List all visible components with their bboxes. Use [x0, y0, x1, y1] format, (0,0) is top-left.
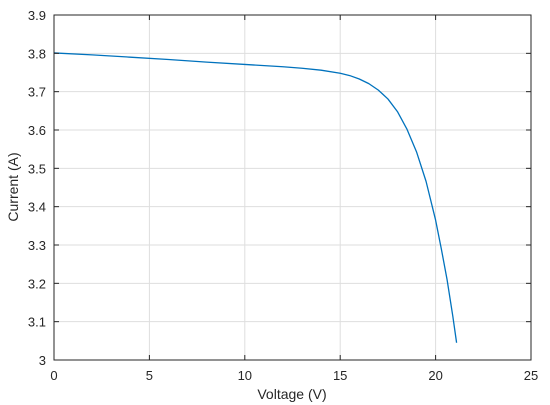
x-tick-label: 5 [146, 368, 153, 383]
x-tick-label: 0 [50, 368, 57, 383]
x-tick-label: 10 [238, 368, 252, 383]
y-ticks: 3 3.1 3.2 3.3 3.4 3.5 3.6 3.7 3.8 3.9 [28, 8, 531, 368]
plot-background [54, 15, 531, 360]
y-tick-label: 3.8 [28, 46, 46, 61]
y-tick-label: 3.3 [28, 238, 46, 253]
x-tick-label: 25 [524, 368, 538, 383]
y-tick-label: 3.4 [28, 200, 46, 215]
y-axis-title: Current (A) [5, 152, 21, 221]
y-tick-label: 3.2 [28, 276, 46, 291]
series-line [53, 52, 458, 343]
y-tick-label: 3.1 [28, 315, 46, 330]
y-tick-label: 3.6 [28, 123, 46, 138]
x-axis-title: Voltage (V) [257, 386, 326, 402]
y-tick-label: 3 [39, 353, 46, 368]
x-ticks: 0 5 10 15 20 25 [50, 15, 538, 383]
series-group [53, 52, 458, 343]
x-tick-label: 15 [333, 368, 347, 383]
y-tick-label: 3.5 [28, 161, 46, 176]
y-tick-label: 3.7 [28, 85, 46, 100]
x-tick-label: 20 [428, 368, 442, 383]
y-tick-label: 3.9 [28, 8, 46, 23]
plot-frame [53, 14, 532, 361]
